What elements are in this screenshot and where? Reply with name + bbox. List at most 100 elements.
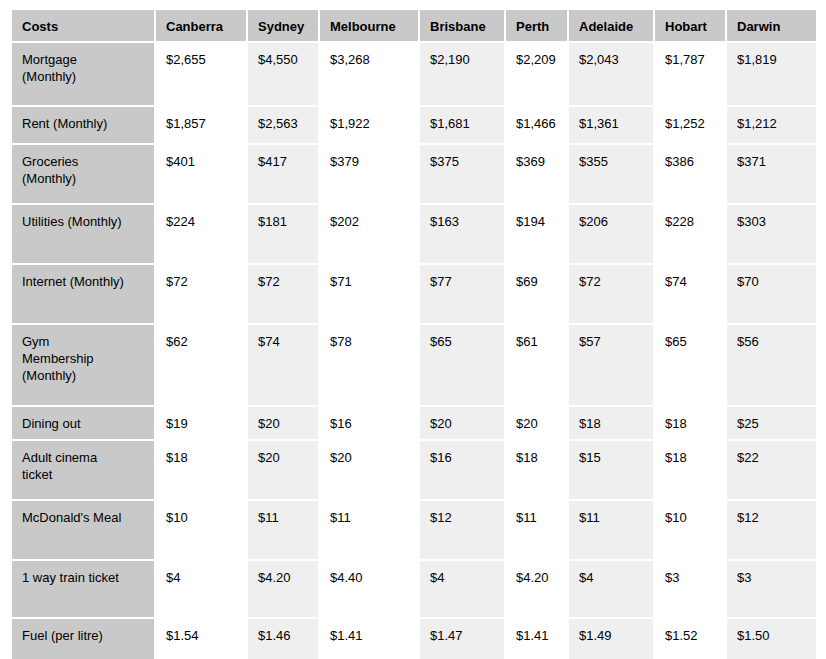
- cost-value-cell: $1.50: [727, 619, 816, 659]
- cost-value-cell: $56: [727, 325, 816, 405]
- row-label: Rent (Monthly): [12, 107, 154, 143]
- cost-value-cell: $2,209: [506, 43, 567, 105]
- cost-value-cell: $181: [248, 205, 318, 263]
- cost-value-cell: $10: [655, 501, 725, 559]
- cost-value-cell: $16: [420, 441, 504, 499]
- cost-value-cell: $70: [727, 265, 816, 323]
- cost-value-cell: $20: [248, 407, 318, 439]
- cost-value-cell: $20: [506, 407, 567, 439]
- cost-value-cell: $375: [420, 145, 504, 203]
- cost-value-cell: $71: [320, 265, 418, 323]
- cost-value-cell: $202: [320, 205, 418, 263]
- table-row: Adult cinema ticket$18$20$20$16$18$15$18…: [12, 441, 816, 499]
- cost-value-cell: $18: [506, 441, 567, 499]
- cost-value-cell: $11: [320, 501, 418, 559]
- cost-value-cell: $25: [727, 407, 816, 439]
- cost-value-cell: $224: [156, 205, 246, 263]
- row-label: Adult cinema ticket: [12, 441, 154, 499]
- row-label: Mortgage (Monthly): [12, 43, 154, 105]
- cost-value-cell: $371: [727, 145, 816, 203]
- cost-value-cell: $2,563: [248, 107, 318, 143]
- row-label: 1 way train ticket: [12, 561, 154, 617]
- cost-value-cell: $1.52: [655, 619, 725, 659]
- cost-value-cell: $18: [569, 407, 653, 439]
- cost-value-cell: $72: [248, 265, 318, 323]
- cost-value-cell: $1,252: [655, 107, 725, 143]
- cost-value-cell: $65: [420, 325, 504, 405]
- cost-value-cell: $194: [506, 205, 567, 263]
- column-header-perth: Perth: [506, 10, 567, 41]
- cost-value-cell: $4: [569, 561, 653, 617]
- cost-value-cell: $3: [655, 561, 725, 617]
- cost-value-cell: $228: [655, 205, 725, 263]
- cost-value-cell: $74: [655, 265, 725, 323]
- cost-value-cell: $4.40: [320, 561, 418, 617]
- cost-value-cell: $1.54: [156, 619, 246, 659]
- cost-value-cell: $72: [569, 265, 653, 323]
- row-label: Utilities (Monthly): [12, 205, 154, 263]
- cost-value-cell: $1,922: [320, 107, 418, 143]
- table-row: Utilities (Monthly)$224$181$202$163$194$…: [12, 205, 816, 263]
- cost-value-cell: $20: [248, 441, 318, 499]
- cost-value-cell: $2,043: [569, 43, 653, 105]
- column-header-canberra: Canberra: [156, 10, 246, 41]
- row-label: McDonald's Meal: [12, 501, 154, 559]
- cost-value-cell: $369: [506, 145, 567, 203]
- cost-value-cell: $1,787: [655, 43, 725, 105]
- cost-value-cell: $1,819: [727, 43, 816, 105]
- table-row: Rent (Monthly)$1,857$2,563$1,922$1,681$1…: [12, 107, 816, 143]
- table-body: Mortgage (Monthly)$2,655$4,550$3,268$2,1…: [12, 43, 816, 659]
- table-row: Groceries (Monthly)$401$417$379$375$369$…: [12, 145, 816, 203]
- cost-value-cell: $355: [569, 145, 653, 203]
- row-label: Dining out: [12, 407, 154, 439]
- cost-value-cell: $163: [420, 205, 504, 263]
- cost-value-cell: $78: [320, 325, 418, 405]
- cost-value-cell: $20: [420, 407, 504, 439]
- table-row: Dining out$19$20$16$20$20$18$18$25: [12, 407, 816, 439]
- cost-value-cell: $74: [248, 325, 318, 405]
- row-label: Groceries (Monthly): [12, 145, 154, 203]
- cost-value-cell: $1.41: [320, 619, 418, 659]
- cost-value-cell: $11: [248, 501, 318, 559]
- cost-value-cell: $18: [655, 407, 725, 439]
- row-label: Gym Membership (Monthly): [12, 325, 154, 405]
- cost-value-cell: $2,190: [420, 43, 504, 105]
- cost-value-cell: $1,466: [506, 107, 567, 143]
- cost-value-cell: $1,857: [156, 107, 246, 143]
- row-label: Internet (Monthly): [12, 265, 154, 323]
- column-header-darwin: Darwin: [727, 10, 816, 41]
- header-row: CostsCanberraSydneyMelbourneBrisbanePert…: [12, 10, 816, 41]
- cost-value-cell: $65: [655, 325, 725, 405]
- cost-value-cell: $11: [506, 501, 567, 559]
- cost-value-cell: $1,361: [569, 107, 653, 143]
- cost-value-cell: $18: [655, 441, 725, 499]
- column-header-adelaide: Adelaide: [569, 10, 653, 41]
- cost-value-cell: $16: [320, 407, 418, 439]
- column-header-brisbane: Brisbane: [420, 10, 504, 41]
- cost-value-cell: $12: [727, 501, 816, 559]
- cost-value-cell: $1.49: [569, 619, 653, 659]
- cost-value-cell: $11: [569, 501, 653, 559]
- row-label: Fuel (per litre): [12, 619, 154, 659]
- table-container: CostsCanberraSydneyMelbourneBrisbanePert…: [0, 0, 826, 659]
- table-row: Mortgage (Monthly)$2,655$4,550$3,268$2,1…: [12, 43, 816, 105]
- cost-value-cell: $20: [320, 441, 418, 499]
- cost-value-cell: $379: [320, 145, 418, 203]
- cost-value-cell: $10: [156, 501, 246, 559]
- cost-value-cell: $2,655: [156, 43, 246, 105]
- table-row: McDonald's Meal$10$11$11$12$11$11$10$12: [12, 501, 816, 559]
- cost-value-cell: $206: [569, 205, 653, 263]
- cost-value-cell: $4,550: [248, 43, 318, 105]
- cost-value-cell: $62: [156, 325, 246, 405]
- cost-value-cell: $19: [156, 407, 246, 439]
- column-header-hobart: Hobart: [655, 10, 725, 41]
- table-header: CostsCanberraSydneyMelbourneBrisbanePert…: [12, 10, 816, 41]
- cost-value-cell: $1,212: [727, 107, 816, 143]
- cost-value-cell: $1.47: [420, 619, 504, 659]
- cost-value-cell: $61: [506, 325, 567, 405]
- cost-value-cell: $18: [156, 441, 246, 499]
- cost-value-cell: $1.46: [248, 619, 318, 659]
- column-header-costs: Costs: [12, 10, 154, 41]
- cost-value-cell: $386: [655, 145, 725, 203]
- cost-value-cell: $12: [420, 501, 504, 559]
